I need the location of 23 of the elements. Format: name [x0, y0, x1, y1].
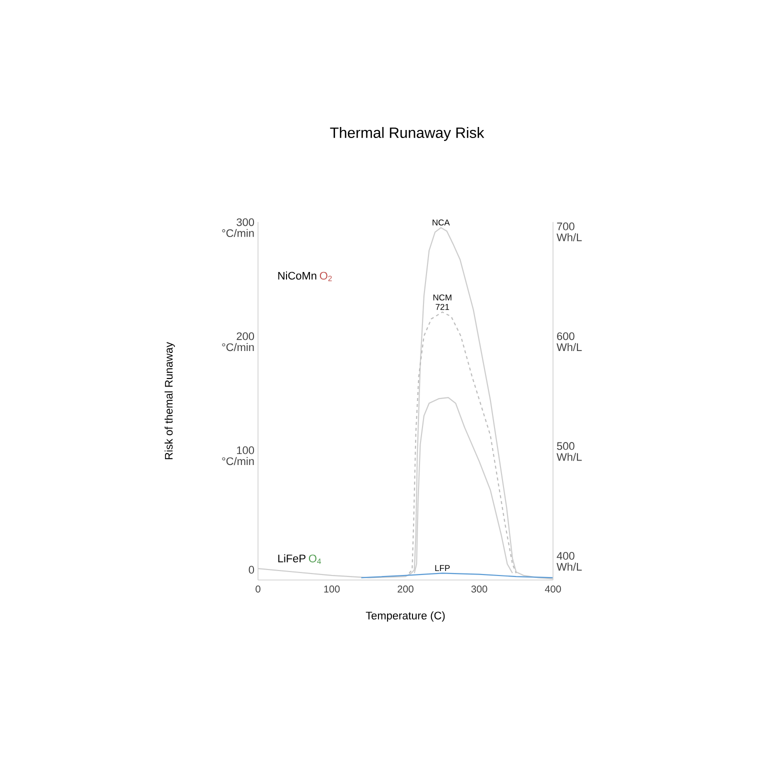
series-label: LFP: [435, 565, 450, 571]
x-tick-label: 300: [471, 586, 488, 593]
y2-tick-label: 500 Wh/L: [556, 442, 582, 461]
annotation: LiFeP: [278, 554, 306, 562]
y2-tick-label: 400 Wh/L: [556, 552, 582, 571]
y-tick-label: 0: [248, 566, 254, 574]
x-axis-title: Temperature (C): [366, 611, 445, 622]
y-axis-title: Risk of themal Runaway: [164, 342, 175, 460]
x-tick-label: 400: [544, 586, 561, 593]
annotation: O$_{2}$: [320, 272, 332, 282]
chart-title: Thermal Runaway Risk: [330, 127, 484, 141]
x-tick-label: 100: [324, 586, 340, 593]
series-label: NCA: [432, 219, 450, 226]
y-tick-label: 200 °C/min: [222, 332, 254, 352]
y2-tick-label: 700 Wh/L: [556, 222, 582, 242]
series-label: NCM 721: [433, 294, 452, 310]
y-tick-label: 100 °C/min: [222, 446, 254, 466]
x-tick-label: 200: [398, 586, 414, 593]
annotation: NiCoMn: [278, 272, 316, 280]
y2-tick-label: 600 Wh/L: [556, 332, 582, 352]
x-tick-label: 0: [256, 586, 260, 593]
y-tick-label: 300 °C/min: [222, 218, 254, 238]
annotation: O$_{4}$: [308, 554, 321, 564]
